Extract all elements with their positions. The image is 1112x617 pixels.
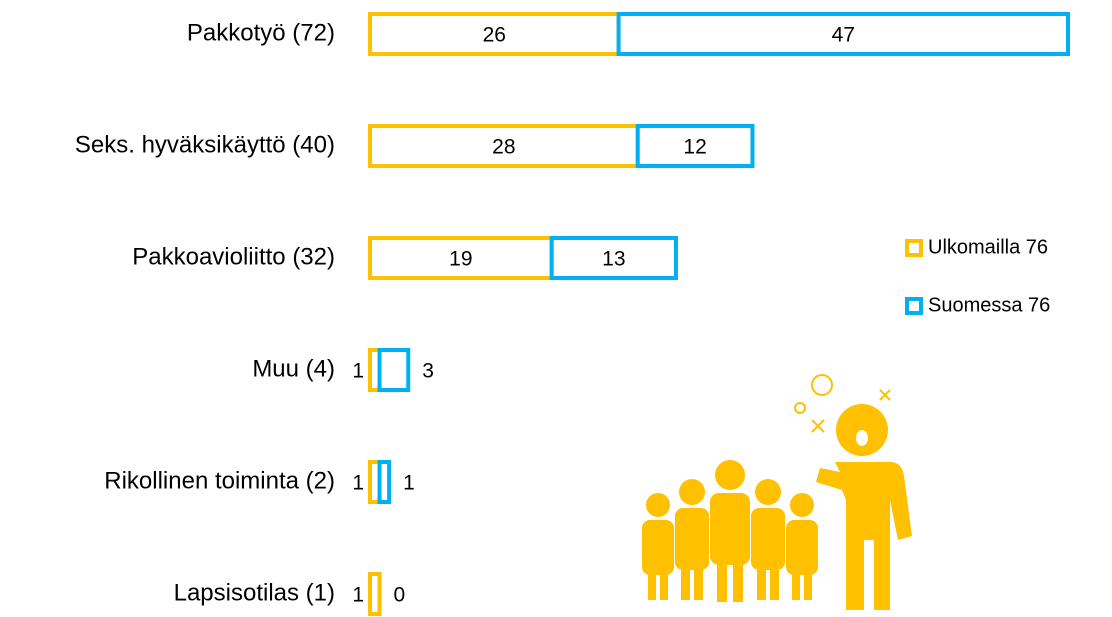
bar-segment: [549, 236, 678, 280]
legend-swatch: [905, 297, 923, 315]
value-label: 1: [352, 360, 364, 383]
value-label: 1: [352, 472, 364, 495]
category-label: Rikollinen toiminta (2): [104, 467, 335, 494]
value-label: 13: [602, 248, 625, 271]
value-label: 26: [483, 24, 506, 47]
bar-segment: [368, 236, 554, 280]
legend-label: Suomessa 76: [928, 294, 1050, 316]
value-label: 12: [683, 136, 706, 159]
category-label: Pakkotyö (72): [187, 19, 335, 46]
value-label: 3: [422, 360, 434, 383]
illustration: [642, 374, 912, 610]
category-label: Muu (4): [252, 355, 335, 382]
category-label: Lapsisotilas (1): [174, 579, 335, 606]
category-label: Pakkoavioliitto (32): [132, 243, 335, 270]
value-label: 19: [449, 248, 472, 271]
bar-segment: [635, 124, 755, 168]
value-label: 1: [352, 584, 364, 607]
bar-segment: [377, 348, 411, 392]
value-label: 0: [394, 584, 406, 607]
value-label: 1: [403, 472, 415, 495]
value-label: 47: [832, 24, 855, 47]
bar-segment: [377, 460, 392, 504]
legend-swatch: [905, 239, 923, 257]
bar-segment: [616, 12, 1070, 56]
category-label: Seks. hyväksikäyttö (40): [75, 131, 335, 158]
legend-label: Ulkomailla 76: [928, 236, 1048, 258]
value-label: 28: [492, 136, 515, 159]
bar-segment: [368, 572, 382, 616]
